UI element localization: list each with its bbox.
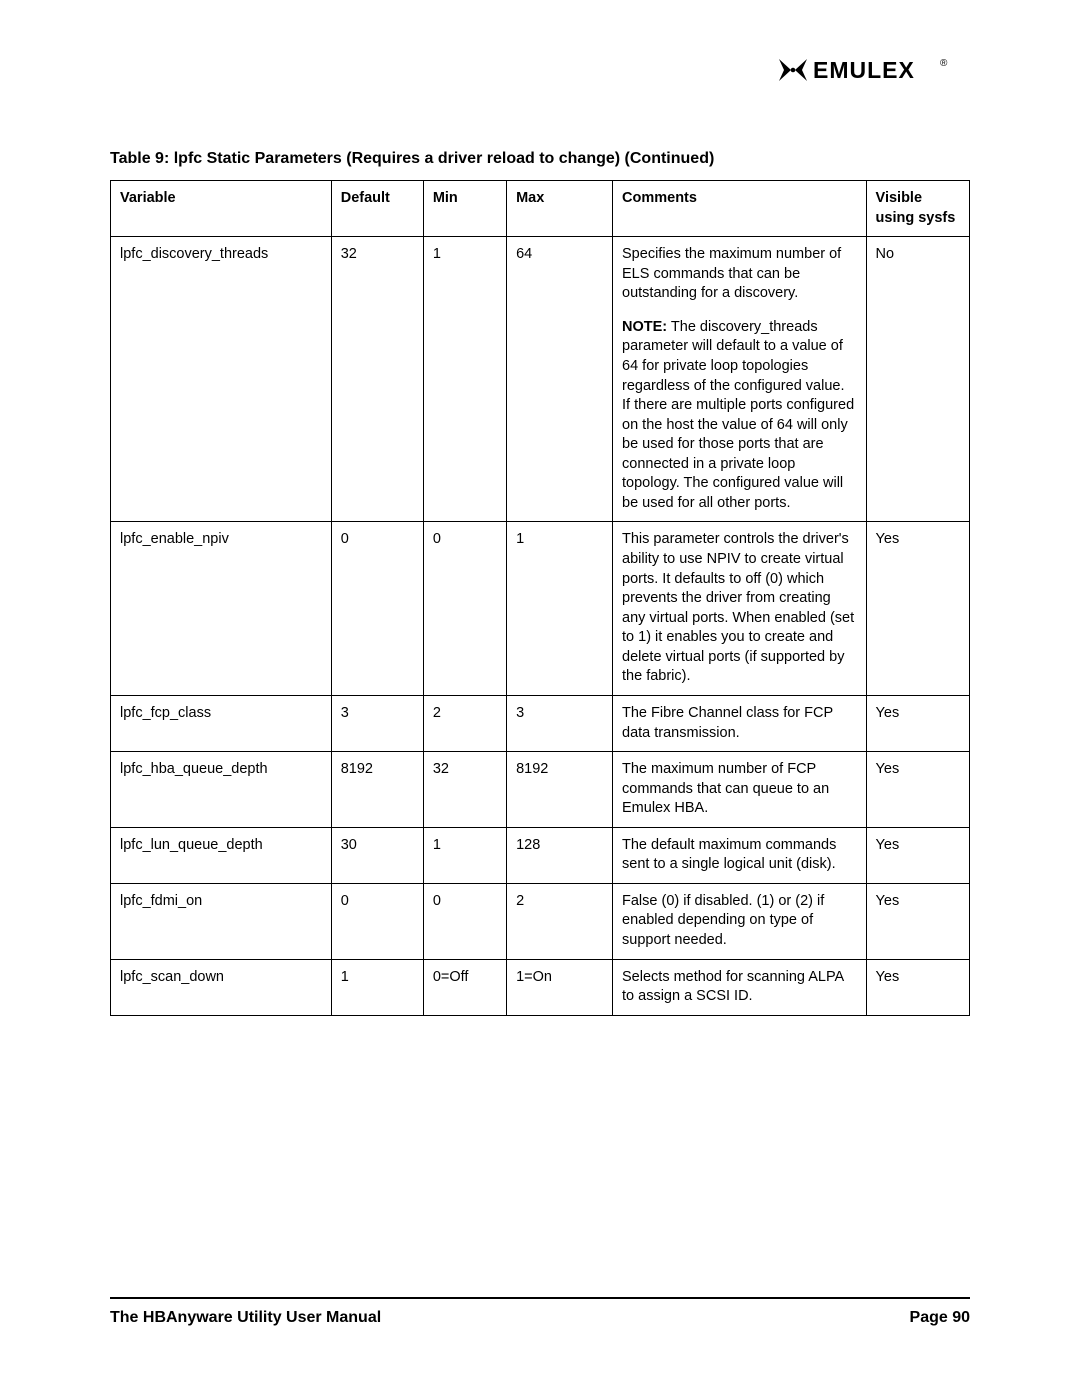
cell-max: 2 [507,883,613,959]
cell-variable: lpfc_lun_queue_depth [111,827,332,883]
cell-comments: This parameter controls the driver's abi… [613,522,867,696]
cell-comments: False (0) if disabled. (1) or (2) if ena… [613,883,867,959]
footer-page-number: Page 90 [910,1309,970,1327]
cell-visible: Yes [866,827,969,883]
cell-max: 8192 [507,752,613,828]
table-row: lpfc_scan_down 1 0=Off 1=On Selects meth… [111,959,970,1015]
note-body: The discovery_threads parameter will def… [622,319,854,511]
table-title: Table 9: lpfc Static Parameters (Require… [110,150,970,168]
page-footer: The HBAnyware Utility User Manual Page 9… [110,1297,970,1327]
note-label: NOTE: [622,319,667,335]
cell-default: 32 [331,237,423,522]
cell-variable: lpfc_discovery_threads [111,237,332,522]
cell-comments: The maximum number of FCP commands that … [613,752,867,828]
cell-min: 0 [423,522,506,696]
cell-variable: lpfc_fdmi_on [111,883,332,959]
page-container: EMULEX ® Table 9: lpfc Static Parameters… [0,0,1080,1016]
cell-default: 3 [331,695,423,751]
cell-default: 1 [331,959,423,1015]
comment-intro: Specifies the maximum number of ELS comm… [622,246,841,301]
logo-text: EMULEX [813,57,915,83]
cell-max: 64 [507,237,613,522]
cell-min: 0=Off [423,959,506,1015]
table-row: lpfc_discovery_threads 32 1 64 Specifies… [111,237,970,522]
cell-comments: Selects method for scanning ALPA to assi… [613,959,867,1015]
cell-min: 1 [423,827,506,883]
cell-visible: Yes [866,959,969,1015]
col-comments: Comments [613,181,867,237]
cell-visible: No [866,237,969,522]
table-header-row: Variable Default Min Max Comments Visibl… [111,181,970,237]
col-default: Default [331,181,423,237]
cell-min: 32 [423,752,506,828]
cell-max: 1=On [507,959,613,1015]
cell-max: 1 [507,522,613,696]
cell-max: 128 [507,827,613,883]
cell-max: 3 [507,695,613,751]
cell-default: 8192 [331,752,423,828]
svg-text:®: ® [940,58,948,69]
cell-default: 0 [331,522,423,696]
col-visible: Visible using sysfs [866,181,969,237]
table-row: lpfc_fcp_class 3 2 3 The Fibre Channel c… [111,695,970,751]
cell-variable: lpfc_enable_npiv [111,522,332,696]
col-max: Max [507,181,613,237]
parameters-table: Variable Default Min Max Comments Visibl… [110,180,970,1016]
cell-default: 0 [331,883,423,959]
cell-comments: The default maximum commands sent to a s… [613,827,867,883]
cell-min: 1 [423,237,506,522]
table-row: lpfc_fdmi_on 0 0 2 False (0) if disabled… [111,883,970,959]
emulex-logo: EMULEX ® [777,55,952,85]
table-row: lpfc_hba_queue_depth 8192 32 8192 The ma… [111,752,970,828]
table-row: lpfc_lun_queue_depth 30 1 128 The defaul… [111,827,970,883]
col-variable: Variable [111,181,332,237]
cell-visible: Yes [866,522,969,696]
footer-manual-title: The HBAnyware Utility User Manual [110,1309,381,1327]
cell-comments: Specifies the maximum number of ELS comm… [613,237,867,522]
note-block: NOTE: The discovery_threads parameter wi… [622,318,857,514]
col-min: Min [423,181,506,237]
cell-visible: Yes [866,883,969,959]
cell-visible: Yes [866,752,969,828]
cell-min: 2 [423,695,506,751]
table-row: lpfc_enable_npiv 0 0 1 This parameter co… [111,522,970,696]
cell-comments: The Fibre Channel class for FCP data tra… [613,695,867,751]
cell-visible: Yes [866,695,969,751]
cell-min: 0 [423,883,506,959]
cell-variable: lpfc_scan_down [111,959,332,1015]
cell-variable: lpfc_hba_queue_depth [111,752,332,828]
cell-default: 30 [331,827,423,883]
cell-variable: lpfc_fcp_class [111,695,332,751]
